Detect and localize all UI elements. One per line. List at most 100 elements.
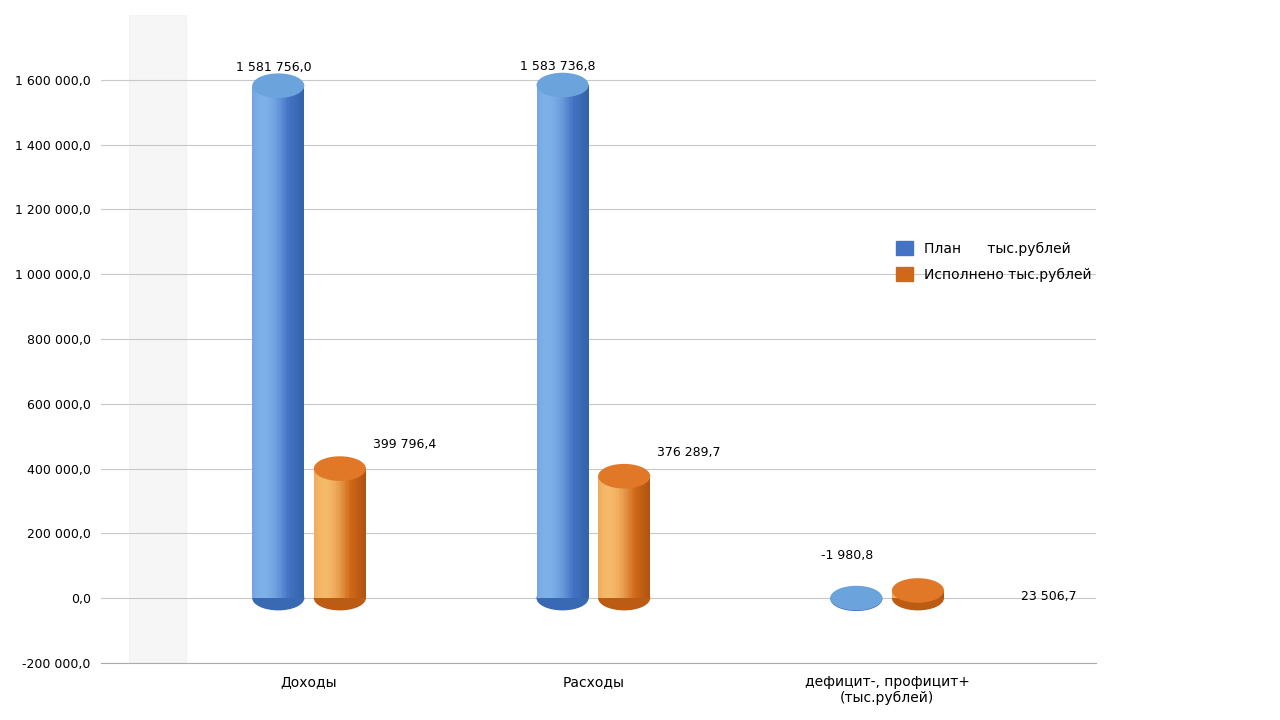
Bar: [631, 476, 632, 598]
Bar: [291, 86, 292, 598]
Bar: [289, 86, 291, 598]
Bar: [580, 85, 581, 598]
Bar: [314, 469, 315, 598]
Bar: [617, 476, 618, 598]
Bar: [288, 86, 289, 598]
Bar: [649, 476, 650, 598]
Ellipse shape: [598, 586, 650, 611]
Bar: [357, 469, 358, 598]
Bar: [364, 469, 365, 598]
Bar: [280, 86, 282, 598]
Bar: [900, 590, 901, 598]
Bar: [316, 469, 317, 598]
Bar: [902, 590, 904, 598]
Text: 399 796,4: 399 796,4: [372, 438, 436, 451]
Ellipse shape: [892, 578, 945, 603]
Bar: [320, 469, 321, 598]
Bar: [557, 85, 558, 598]
Bar: [323, 469, 324, 598]
Bar: [321, 469, 323, 598]
Bar: [622, 476, 623, 598]
Bar: [607, 476, 608, 598]
Bar: [329, 469, 330, 598]
Bar: [271, 86, 273, 598]
Bar: [262, 86, 264, 598]
Bar: [347, 469, 348, 598]
Bar: [929, 590, 931, 598]
Bar: [937, 590, 938, 598]
Bar: [344, 469, 346, 598]
Bar: [620, 476, 621, 598]
Bar: [265, 86, 266, 598]
Bar: [636, 476, 637, 598]
Bar: [365, 469, 366, 598]
Bar: [927, 590, 928, 598]
Bar: [356, 469, 357, 598]
Bar: [621, 476, 622, 598]
Bar: [605, 476, 607, 598]
Bar: [571, 85, 572, 598]
Bar: [922, 590, 923, 598]
Bar: [261, 86, 262, 598]
Bar: [556, 85, 557, 598]
Bar: [634, 476, 635, 598]
Bar: [348, 469, 349, 598]
Bar: [904, 590, 905, 598]
Bar: [358, 469, 360, 598]
Bar: [283, 86, 284, 598]
Bar: [577, 85, 579, 598]
Bar: [260, 86, 261, 598]
Bar: [559, 85, 561, 598]
Bar: [301, 86, 302, 598]
Bar: [923, 590, 924, 598]
Bar: [279, 86, 280, 598]
Bar: [643, 476, 644, 598]
Bar: [547, 85, 548, 598]
Bar: [911, 590, 913, 598]
Bar: [895, 590, 896, 598]
Bar: [352, 469, 353, 598]
Bar: [342, 469, 343, 598]
Bar: [616, 476, 617, 598]
Bar: [255, 86, 256, 598]
Bar: [325, 469, 326, 598]
Bar: [936, 590, 937, 598]
Bar: [292, 86, 293, 598]
Bar: [538, 85, 539, 598]
Bar: [585, 85, 586, 598]
Bar: [584, 85, 585, 598]
Ellipse shape: [598, 464, 650, 488]
Bar: [941, 590, 942, 598]
Bar: [256, 86, 257, 598]
Bar: [253, 86, 255, 598]
Bar: [630, 476, 631, 598]
Bar: [648, 476, 649, 598]
Bar: [914, 590, 915, 598]
Bar: [899, 590, 900, 598]
Bar: [920, 590, 922, 598]
Bar: [913, 590, 914, 598]
Bar: [933, 590, 934, 598]
Bar: [264, 86, 265, 598]
Bar: [259, 86, 260, 598]
Bar: [637, 476, 639, 598]
Bar: [644, 476, 645, 598]
Bar: [908, 590, 909, 598]
Bar: [628, 476, 630, 598]
Ellipse shape: [831, 586, 882, 611]
Bar: [343, 469, 344, 598]
Bar: [915, 590, 916, 598]
Bar: [627, 476, 628, 598]
Bar: [317, 469, 319, 598]
Bar: [579, 85, 580, 598]
Bar: [626, 476, 627, 598]
Bar: [335, 469, 337, 598]
Bar: [586, 85, 588, 598]
Bar: [549, 85, 550, 598]
Bar: [928, 590, 929, 598]
Bar: [302, 86, 303, 598]
Bar: [337, 469, 339, 598]
Bar: [294, 86, 296, 598]
Bar: [573, 85, 575, 598]
Ellipse shape: [536, 73, 589, 97]
